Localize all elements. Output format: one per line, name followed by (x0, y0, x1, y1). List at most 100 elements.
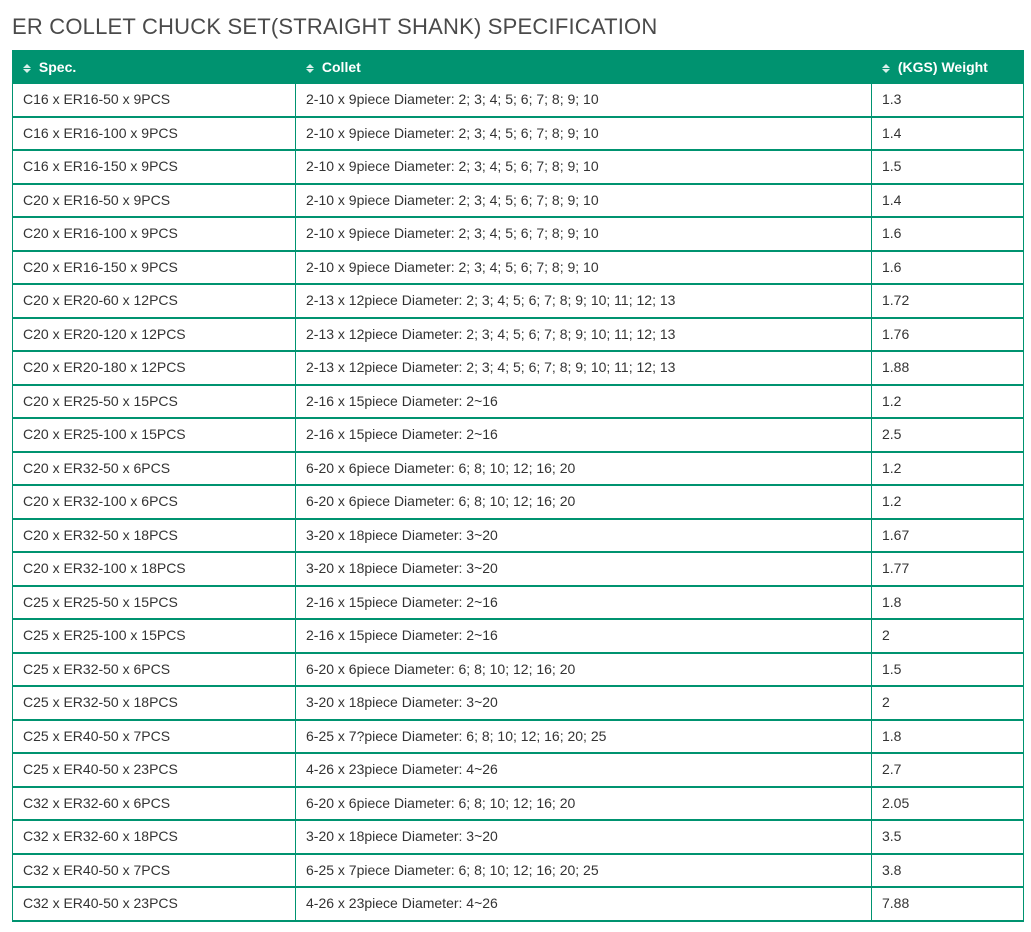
cell-spec: C20 x ER20-180 x 12PCS (13, 351, 296, 385)
table-row: C25 x ER40-50 x 7PCS6-25 x 7?piece Diame… (13, 720, 1024, 754)
cell-collet: 2-13 x 12piece Diameter: 2; 3; 4; 5; 6; … (296, 318, 872, 352)
cell-weight: 2 (872, 619, 1024, 653)
cell-collet: 6-20 x 6piece Diameter: 6; 8; 10; 12; 16… (296, 485, 872, 519)
sort-icon (23, 64, 31, 73)
cell-spec: C20 x ER16-50 x 9PCS (13, 184, 296, 218)
cell-collet: 3-20 x 18piece Diameter: 3~20 (296, 519, 872, 553)
table-row: C20 x ER20-60 x 12PCS2-13 x 12piece Diam… (13, 284, 1024, 318)
table-row: C25 x ER25-100 x 15PCS2-16 x 15piece Dia… (13, 619, 1024, 653)
table-row: C20 x ER32-50 x 6PCS6-20 x 6piece Diamet… (13, 452, 1024, 486)
table-row: C16 x ER16-100 x 9PCS2-10 x 9piece Diame… (13, 117, 1024, 151)
cell-spec: C32 x ER40-50 x 23PCS (13, 887, 296, 921)
cell-spec: C20 x ER32-100 x 6PCS (13, 485, 296, 519)
cell-spec: C20 x ER16-100 x 9PCS (13, 217, 296, 251)
cell-spec: C20 x ER16-150 x 9PCS (13, 251, 296, 285)
cell-collet: 2-16 x 15piece Diameter: 2~16 (296, 418, 872, 452)
cell-spec: C20 x ER25-100 x 15PCS (13, 418, 296, 452)
table-row: C25 x ER40-50 x 23PCS4-26 x 23piece Diam… (13, 753, 1024, 787)
cell-spec: C20 x ER32-100 x 18PCS (13, 552, 296, 586)
col-header-spec[interactable]: Spec. (13, 51, 296, 84)
cell-collet: 2-16 x 15piece Diameter: 2~16 (296, 619, 872, 653)
cell-collet: 3-20 x 18piece Diameter: 3~20 (296, 686, 872, 720)
col-header-weight[interactable]: (KGS) Weight (872, 51, 1024, 84)
cell-collet: 3-20 x 18piece Diameter: 3~20 (296, 820, 872, 854)
cell-collet: 2-10 x 9piece Diameter: 2; 3; 4; 5; 6; 7… (296, 117, 872, 151)
cell-weight: 1.77 (872, 552, 1024, 586)
cell-spec: C20 x ER20-60 x 12PCS (13, 284, 296, 318)
cell-collet: 6-25 x 7piece Diameter: 6; 8; 10; 12; 16… (296, 854, 872, 888)
cell-weight: 1.2 (872, 485, 1024, 519)
cell-spec: C25 x ER40-50 x 7PCS (13, 720, 296, 754)
cell-spec: C25 x ER25-100 x 15PCS (13, 619, 296, 653)
cell-weight: 3.5 (872, 820, 1024, 854)
table-row: C20 x ER16-50 x 9PCS2-10 x 9piece Diamet… (13, 184, 1024, 218)
cell-weight: 1.3 (872, 84, 1024, 117)
page-title: ER COLLET CHUCK SET(STRAIGHT SHANK) SPEC… (12, 14, 1019, 40)
table-row: C20 x ER32-100 x 6PCS6-20 x 6piece Diame… (13, 485, 1024, 519)
cell-weight: 2.05 (872, 787, 1024, 821)
cell-weight: 1.6 (872, 251, 1024, 285)
cell-collet: 6-20 x 6piece Diameter: 6; 8; 10; 12; 16… (296, 653, 872, 687)
cell-collet: 6-20 x 6piece Diameter: 6; 8; 10; 12; 16… (296, 787, 872, 821)
spec-table: Spec. Collet (KGS) Weight C16 x ER16-50 … (12, 50, 1024, 922)
cell-weight: 1.2 (872, 385, 1024, 419)
cell-weight: 1.5 (872, 150, 1024, 184)
cell-collet: 6-25 x 7?piece Diameter: 6; 8; 10; 12; 1… (296, 720, 872, 754)
cell-collet: 2-10 x 9piece Diameter: 2; 3; 4; 5; 6; 7… (296, 184, 872, 218)
cell-spec: C20 x ER20-120 x 12PCS (13, 318, 296, 352)
cell-weight: 2 (872, 686, 1024, 720)
cell-collet: 3-20 x 18piece Diameter: 3~20 (296, 552, 872, 586)
cell-weight: 1.5 (872, 653, 1024, 687)
cell-weight: 1.4 (872, 184, 1024, 218)
table-row: C20 x ER16-100 x 9PCS2-10 x 9piece Diame… (13, 217, 1024, 251)
cell-collet: 2-10 x 9piece Diameter: 2; 3; 4; 5; 6; 7… (296, 84, 872, 117)
cell-spec: C32 x ER40-50 x 7PCS (13, 854, 296, 888)
col-header-label: Spec. (39, 59, 76, 75)
cell-collet: 2-13 x 12piece Diameter: 2; 3; 4; 5; 6; … (296, 284, 872, 318)
col-header-label: (KGS) Weight (898, 59, 988, 75)
table-row: C25 x ER32-50 x 6PCS6-20 x 6piece Diamet… (13, 653, 1024, 687)
cell-weight: 7.88 (872, 887, 1024, 921)
table-row: C20 x ER16-150 x 9PCS2-10 x 9piece Diame… (13, 251, 1024, 285)
table-row: C32 x ER32-60 x 6PCS6-20 x 6piece Diamet… (13, 787, 1024, 821)
cell-weight: 1.8 (872, 586, 1024, 620)
cell-collet: 2-10 x 9piece Diameter: 2; 3; 4; 5; 6; 7… (296, 150, 872, 184)
table-row: C25 x ER32-50 x 18PCS3-20 x 18piece Diam… (13, 686, 1024, 720)
cell-collet: 6-20 x 6piece Diameter: 6; 8; 10; 12; 16… (296, 452, 872, 486)
table-row: C20 x ER20-120 x 12PCS2-13 x 12piece Dia… (13, 318, 1024, 352)
cell-spec: C25 x ER32-50 x 18PCS (13, 686, 296, 720)
cell-weight: 1.8 (872, 720, 1024, 754)
cell-weight: 1.4 (872, 117, 1024, 151)
cell-spec: C25 x ER32-50 x 6PCS (13, 653, 296, 687)
cell-spec: C25 x ER40-50 x 23PCS (13, 753, 296, 787)
sort-icon (306, 64, 314, 73)
cell-spec: C16 x ER16-150 x 9PCS (13, 150, 296, 184)
cell-spec: C20 x ER25-50 x 15PCS (13, 385, 296, 419)
cell-collet: 2-10 x 9piece Diameter: 2; 3; 4; 5; 6; 7… (296, 217, 872, 251)
cell-spec: C25 x ER25-50 x 15PCS (13, 586, 296, 620)
cell-collet: 2-10 x 9piece Diameter: 2; 3; 4; 5; 6; 7… (296, 251, 872, 285)
cell-collet: 4-26 x 23piece Diameter: 4~26 (296, 887, 872, 921)
table-body: C16 x ER16-50 x 9PCS2-10 x 9piece Diamet… (13, 84, 1024, 921)
table-row: C16 x ER16-50 x 9PCS2-10 x 9piece Diamet… (13, 84, 1024, 117)
cell-weight: 3.8 (872, 854, 1024, 888)
table-header-row: Spec. Collet (KGS) Weight (13, 51, 1024, 84)
table-row: C20 x ER32-100 x 18PCS3-20 x 18piece Dia… (13, 552, 1024, 586)
cell-weight: 1.6 (872, 217, 1024, 251)
table-row: C20 x ER25-100 x 15PCS2-16 x 15piece Dia… (13, 418, 1024, 452)
cell-collet: 2-13 x 12piece Diameter: 2; 3; 4; 5; 6; … (296, 351, 872, 385)
cell-spec: C32 x ER32-60 x 18PCS (13, 820, 296, 854)
cell-collet: 2-16 x 15piece Diameter: 2~16 (296, 385, 872, 419)
col-header-label: Collet (322, 59, 361, 75)
cell-spec: C16 x ER16-100 x 9PCS (13, 117, 296, 151)
cell-weight: 1.67 (872, 519, 1024, 553)
table-row: C25 x ER25-50 x 15PCS2-16 x 15piece Diam… (13, 586, 1024, 620)
cell-weight: 2.7 (872, 753, 1024, 787)
table-row: C20 x ER25-50 x 15PCS2-16 x 15piece Diam… (13, 385, 1024, 419)
cell-weight: 1.88 (872, 351, 1024, 385)
col-header-collet[interactable]: Collet (296, 51, 872, 84)
cell-weight: 1.72 (872, 284, 1024, 318)
cell-weight: 1.76 (872, 318, 1024, 352)
cell-spec: C32 x ER32-60 x 6PCS (13, 787, 296, 821)
cell-spec: C20 x ER32-50 x 18PCS (13, 519, 296, 553)
